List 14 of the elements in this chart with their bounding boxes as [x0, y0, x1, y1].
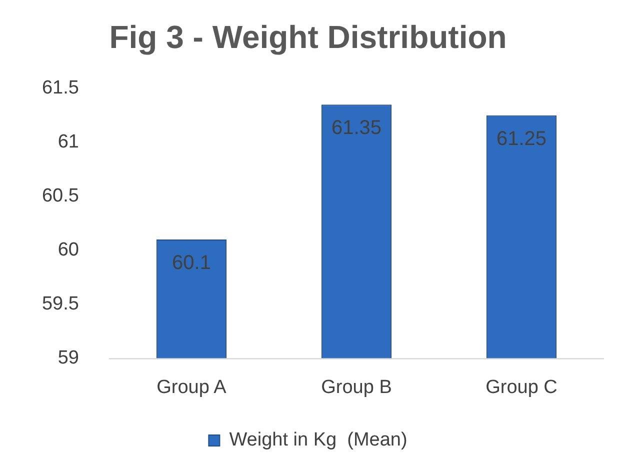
- chart-title: Fig 3 - Weight Distribution: [109, 19, 507, 56]
- data-label: 61.25: [496, 128, 547, 150]
- x-tick-label: Group C: [486, 376, 558, 398]
- data-label: 61.35: [331, 117, 382, 140]
- y-tick-label: 61.5: [42, 78, 79, 99]
- y-tick-label: 59.5: [42, 293, 79, 314]
- y-tick-label: 59: [58, 347, 79, 368]
- y-tick-label: 60: [58, 240, 79, 261]
- x-tick-label: Group A: [156, 376, 227, 398]
- legend-label: Weight in Kg (Mean): [229, 430, 408, 451]
- y-tick-label: 61: [58, 132, 79, 153]
- data-label: 60.1: [172, 252, 211, 274]
- y-tick-label: 60.5: [42, 186, 79, 207]
- x-tick-label: Group B: [321, 376, 392, 398]
